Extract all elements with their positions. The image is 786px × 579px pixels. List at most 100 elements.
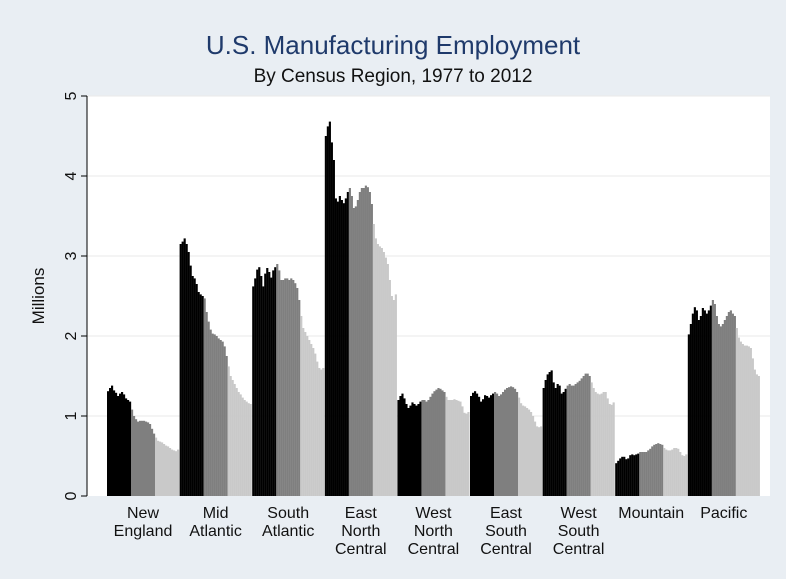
bar: [538, 427, 541, 496]
bar: [496, 393, 499, 496]
bar: [647, 450, 650, 496]
bar: [635, 454, 638, 496]
bar: [667, 450, 670, 496]
bar: [433, 391, 436, 496]
bar: [534, 421, 537, 496]
bar: [574, 384, 577, 496]
bar: [425, 401, 428, 496]
bar: [437, 388, 440, 496]
bar: [681, 455, 684, 496]
bar: [498, 396, 501, 496]
bar: [304, 332, 307, 496]
bar: [213, 334, 216, 496]
bar: [725, 316, 728, 496]
bar: [486, 396, 489, 496]
y-tick-label: 5: [63, 91, 80, 100]
category-label: Central: [480, 541, 532, 558]
bar: [223, 346, 226, 496]
bar: [322, 368, 325, 496]
bar: [113, 390, 116, 496]
bar: [427, 400, 430, 496]
bar: [171, 449, 174, 496]
bar: [463, 412, 466, 496]
bar: [268, 272, 271, 496]
bar: [364, 185, 367, 496]
bar: [346, 192, 349, 496]
bar: [247, 403, 250, 496]
bar: [713, 304, 716, 496]
bar: [256, 269, 259, 496]
bar: [294, 283, 297, 496]
bar: [633, 455, 636, 496]
category-label: South: [267, 505, 309, 522]
bar: [701, 308, 704, 496]
bar: [745, 345, 748, 496]
bar: [520, 403, 523, 496]
bar: [225, 356, 228, 496]
bar: [266, 268, 269, 496]
bar: [645, 452, 648, 496]
bar: [151, 428, 154, 496]
category-label: West: [415, 505, 452, 522]
bar: [449, 400, 452, 496]
bar: [362, 188, 365, 496]
bar: [411, 402, 414, 496]
bar: [286, 278, 289, 496]
bar: [578, 380, 581, 496]
bar: [378, 246, 381, 496]
bar: [639, 452, 642, 496]
bar: [270, 277, 273, 496]
bar: [290, 278, 293, 496]
bar: [629, 455, 632, 496]
bar: [729, 310, 732, 496]
bar: [314, 353, 317, 496]
bar: [663, 448, 666, 496]
bar: [123, 394, 126, 496]
bar: [183, 238, 186, 496]
bar: [431, 393, 434, 496]
bar: [173, 450, 176, 496]
bar: [423, 400, 426, 496]
bar: [703, 310, 706, 496]
y-tick-label: 1: [63, 411, 80, 420]
bar: [737, 337, 740, 496]
category-label: Atlantic: [189, 523, 241, 540]
bar: [441, 390, 444, 496]
bar: [143, 420, 146, 496]
bar: [167, 446, 170, 496]
bar: [502, 392, 505, 496]
bar: [129, 401, 132, 496]
bar: [245, 401, 248, 496]
bar: [584, 373, 587, 496]
bar: [165, 445, 168, 496]
category-label: Pacific: [700, 505, 747, 522]
bar: [619, 458, 622, 496]
bar: [558, 385, 561, 496]
bar: [711, 300, 714, 496]
bar: [582, 376, 585, 496]
bar: [276, 264, 279, 496]
bar: [209, 329, 212, 496]
bar: [476, 393, 479, 496]
bar: [115, 392, 118, 496]
category-label: Central: [408, 541, 460, 558]
bar: [518, 397, 521, 496]
bar: [306, 336, 309, 496]
bar: [733, 316, 736, 496]
bar: [177, 449, 180, 496]
y-tick-label: 2: [63, 331, 80, 340]
bar: [252, 286, 255, 496]
bar: [500, 394, 503, 496]
bar: [179, 244, 182, 496]
bar: [540, 426, 543, 496]
bar: [562, 392, 565, 496]
bar: [421, 400, 424, 496]
bar: [751, 358, 754, 496]
bar: [235, 388, 238, 496]
bar: [320, 369, 323, 496]
bar: [675, 448, 678, 496]
bar: [594, 392, 597, 496]
bar: [282, 280, 285, 496]
bar: [161, 442, 164, 496]
